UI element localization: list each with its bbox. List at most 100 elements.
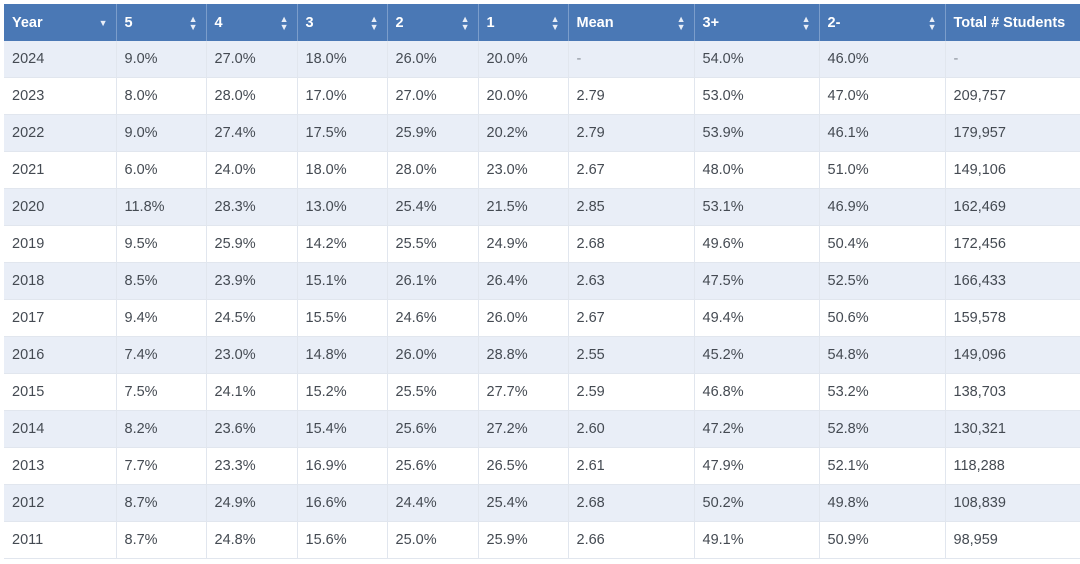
table-cell: 14.2% xyxy=(297,225,388,263)
table-cell: 51.0% xyxy=(819,151,946,189)
table-cell: 24.9% xyxy=(478,225,569,263)
column-header-label: 2- xyxy=(827,14,841,31)
table-cell: 2.59 xyxy=(568,373,695,411)
table-cell: 8.7% xyxy=(116,521,207,559)
table-row: 2014 8.2% 23.6% 15.4% 25.6% 27.2% 2.60 47.2% 52.… xyxy=(4,410,1080,448)
table-cell: 15.4% xyxy=(297,410,388,448)
table-cell: 25.5% xyxy=(387,225,479,263)
table-cell: 25.6% xyxy=(387,410,479,448)
table-cell: 2.55 xyxy=(568,336,695,374)
table-cell: 130,321 xyxy=(945,410,1080,448)
table-cell: 18.0% xyxy=(297,41,388,78)
sort-both-icon[interactable]: ▲ ▼ xyxy=(927,13,937,32)
column-header-4[interactable]: 4 ▲ ▼ xyxy=(206,4,298,41)
table-row: 2013 7.7% 23.3% 16.9% 25.6% 26.5% 2.61 47.9% 52.… xyxy=(4,447,1080,485)
column-header-3plus[interactable]: 3+ ▲ ▼ xyxy=(694,4,820,41)
sort-both-icon[interactable]: ▲ ▼ xyxy=(550,13,560,32)
table-cell: 24.6% xyxy=(387,299,479,337)
table-cell: 24.5% xyxy=(206,299,298,337)
sort-both-icon[interactable]: ▲ ▼ xyxy=(369,13,379,32)
sort-both-icon[interactable]: ▲ ▼ xyxy=(460,13,470,32)
table-cell: 26.4% xyxy=(478,262,569,300)
table-cell: 20.0% xyxy=(478,77,569,115)
column-header-1[interactable]: 1 ▲ ▼ xyxy=(478,4,569,41)
table-cell: 2012 xyxy=(4,484,117,522)
table-cell: 8.7% xyxy=(116,484,207,522)
table-cell: 209,757 xyxy=(945,77,1080,115)
table-cell: 26.0% xyxy=(387,41,479,78)
table-cell: 98,959 xyxy=(945,521,1080,559)
table-cell: 162,469 xyxy=(945,188,1080,226)
table-cell: 15.6% xyxy=(297,521,388,559)
table-cell: 24.4% xyxy=(387,484,479,522)
table-cell: 2021 xyxy=(4,151,117,189)
table-cell: 28.0% xyxy=(206,77,298,115)
table-cell: 7.4% xyxy=(116,336,207,374)
table-cell: 46.0% xyxy=(819,41,946,78)
table-cell: 7.5% xyxy=(116,373,207,411)
table-cell: 2015 xyxy=(4,373,117,411)
table-row: 2023 8.0% 28.0% 17.0% 27.0% 20.0% 2.79 53.0% 47.… xyxy=(4,77,1080,115)
column-header-mean[interactable]: Mean ▲ ▼ xyxy=(568,4,695,41)
table-cell: 24.9% xyxy=(206,484,298,522)
table-cell: 6.0% xyxy=(116,151,207,189)
table-cell: 46.1% xyxy=(819,114,946,152)
table-cell: 166,433 xyxy=(945,262,1080,300)
table-cell: 24.0% xyxy=(206,151,298,189)
column-header-5[interactable]: 5 ▲ ▼ xyxy=(116,4,207,41)
table-cell: 9.5% xyxy=(116,225,207,263)
sort-both-icon[interactable]: ▲ ▼ xyxy=(279,13,289,32)
table-cell: 47.5% xyxy=(694,262,820,300)
table-row: 2024 9.0% 27.0% 18.0% 26.0% 20.0% -54.0% 46.0% - xyxy=(4,41,1080,78)
table-cell: 8.2% xyxy=(116,410,207,448)
table-cell: 2.67 xyxy=(568,151,695,189)
table-cell: 16.6% xyxy=(297,484,388,522)
score-distribution-table: Year ▼ 5 ▲ ▼ 4 ▲ ▼ 3 ▲ ▼ 2 ▲ ▼ 1 ▲ ▼ Mean ▲ ▼ 3+ ▲ ▼ 2- ▲ ▼ Total … xyxy=(4,4,1080,559)
table-row: 2011 8.7% 24.8% 15.6% 25.0% 25.9% 2.66 49.1% 50.… xyxy=(4,521,1080,559)
table-cell: 2.79 xyxy=(568,114,695,152)
table-cell: 25.4% xyxy=(387,188,479,226)
column-header-label: 1 xyxy=(486,14,495,31)
table-row: 2022 9.0% 27.4% 17.5% 25.9% 20.2% 2.79 53.9% 46.… xyxy=(4,114,1080,152)
column-header-label: 3+ xyxy=(702,14,720,31)
table-cell: 54.0% xyxy=(694,41,820,78)
table-cell: 2014 xyxy=(4,410,117,448)
sort-both-icon[interactable]: ▲ ▼ xyxy=(676,13,686,32)
table-row: 2017 9.4% 24.5% 15.5% 24.6% 26.0% 2.67 49.4% 50.… xyxy=(4,299,1080,337)
table-cell: 20.0% xyxy=(478,41,569,78)
table-row: 2019 9.5% 25.9% 14.2% 25.5% 24.9% 2.68 49.6% 50.… xyxy=(4,225,1080,263)
table-cell: 52.5% xyxy=(819,262,946,300)
table-cell: 21.5% xyxy=(478,188,569,226)
sort-both-icon[interactable]: ▲ ▼ xyxy=(801,13,811,32)
table-cell: - xyxy=(945,41,1080,78)
table-cell: 149,106 xyxy=(945,151,1080,189)
table-cell: 2.66 xyxy=(568,521,695,559)
table-cell: 26.0% xyxy=(478,299,569,337)
sort-down-icon[interactable]: ▼ xyxy=(98,17,108,28)
column-header-2[interactable]: 2 ▲ ▼ xyxy=(387,4,479,41)
table-cell: 25.9% xyxy=(206,225,298,263)
table-cell: 46.9% xyxy=(819,188,946,226)
sort-both-icon[interactable]: ▲ ▼ xyxy=(188,13,198,32)
table-cell: 53.1% xyxy=(694,188,820,226)
table-cell: 52.8% xyxy=(819,410,946,448)
table-cell: 48.0% xyxy=(694,151,820,189)
table-cell: 25.6% xyxy=(387,447,479,485)
table-cell: 118,288 xyxy=(945,447,1080,485)
table-row: 2021 6.0% 24.0% 18.0% 28.0% 23.0% 2.67 48.0% 51.… xyxy=(4,151,1080,189)
column-header-3[interactable]: 3 ▲ ▼ xyxy=(297,4,388,41)
table-cell: 17.5% xyxy=(297,114,388,152)
table-cell: 53.0% xyxy=(694,77,820,115)
table-cell: 15.1% xyxy=(297,262,388,300)
column-header-year[interactable]: Year ▼ xyxy=(4,4,117,41)
table-cell: 11.8% xyxy=(116,188,207,226)
table-cell: 2019 xyxy=(4,225,117,263)
table-row: 2016 7.4% 23.0% 14.8% 26.0% 28.8% 2.55 45.2% 54.… xyxy=(4,336,1080,374)
table-cell: 54.8% xyxy=(819,336,946,374)
table-cell: 2.63 xyxy=(568,262,695,300)
table-cell: 50.4% xyxy=(819,225,946,263)
column-header-total-num-students[interactable]: Total # Students xyxy=(945,4,1080,41)
table-cell: 45.2% xyxy=(694,336,820,374)
table-cell: 25.0% xyxy=(387,521,479,559)
column-header-2minus[interactable]: 2- ▲ ▼ xyxy=(819,4,946,41)
